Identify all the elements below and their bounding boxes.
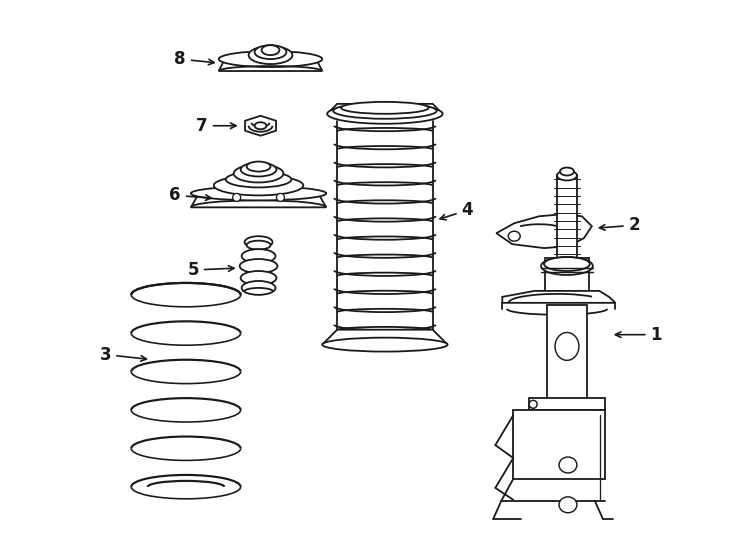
Ellipse shape: [541, 257, 593, 275]
Ellipse shape: [191, 186, 326, 200]
Polygon shape: [327, 104, 443, 114]
Ellipse shape: [333, 103, 437, 119]
Text: 7: 7: [196, 117, 236, 135]
Ellipse shape: [226, 172, 291, 187]
Polygon shape: [245, 116, 276, 136]
Polygon shape: [557, 176, 577, 258]
Ellipse shape: [341, 102, 429, 114]
Text: 3: 3: [100, 346, 147, 363]
Polygon shape: [513, 410, 605, 479]
Ellipse shape: [247, 161, 271, 172]
Ellipse shape: [261, 45, 280, 55]
Ellipse shape: [555, 333, 579, 360]
Ellipse shape: [241, 249, 275, 263]
Ellipse shape: [233, 165, 283, 183]
Polygon shape: [191, 193, 326, 207]
Ellipse shape: [559, 457, 577, 473]
Text: 2: 2: [600, 216, 640, 234]
Polygon shape: [219, 59, 322, 71]
Text: 6: 6: [170, 186, 211, 204]
Ellipse shape: [214, 176, 303, 195]
Ellipse shape: [544, 257, 590, 271]
Ellipse shape: [529, 400, 537, 408]
Ellipse shape: [322, 338, 448, 352]
Ellipse shape: [219, 51, 322, 67]
Ellipse shape: [508, 231, 520, 241]
Ellipse shape: [560, 167, 574, 176]
Ellipse shape: [559, 497, 577, 513]
Ellipse shape: [277, 193, 285, 201]
Ellipse shape: [557, 171, 577, 180]
Polygon shape: [545, 258, 589, 295]
Ellipse shape: [244, 236, 272, 248]
Text: 5: 5: [187, 261, 234, 279]
Ellipse shape: [241, 281, 275, 295]
Ellipse shape: [249, 46, 292, 64]
Ellipse shape: [255, 45, 286, 59]
Text: 8: 8: [175, 50, 214, 68]
Ellipse shape: [255, 122, 266, 129]
Ellipse shape: [241, 271, 277, 285]
Ellipse shape: [247, 241, 271, 249]
Text: 1: 1: [615, 326, 662, 343]
Ellipse shape: [241, 163, 277, 177]
Text: 4: 4: [440, 201, 473, 220]
Polygon shape: [322, 330, 448, 345]
Polygon shape: [529, 399, 605, 410]
Ellipse shape: [240, 259, 277, 273]
Polygon shape: [547, 305, 587, 414]
Ellipse shape: [233, 193, 241, 201]
Polygon shape: [496, 214, 592, 248]
Polygon shape: [502, 291, 616, 303]
Ellipse shape: [327, 104, 443, 124]
